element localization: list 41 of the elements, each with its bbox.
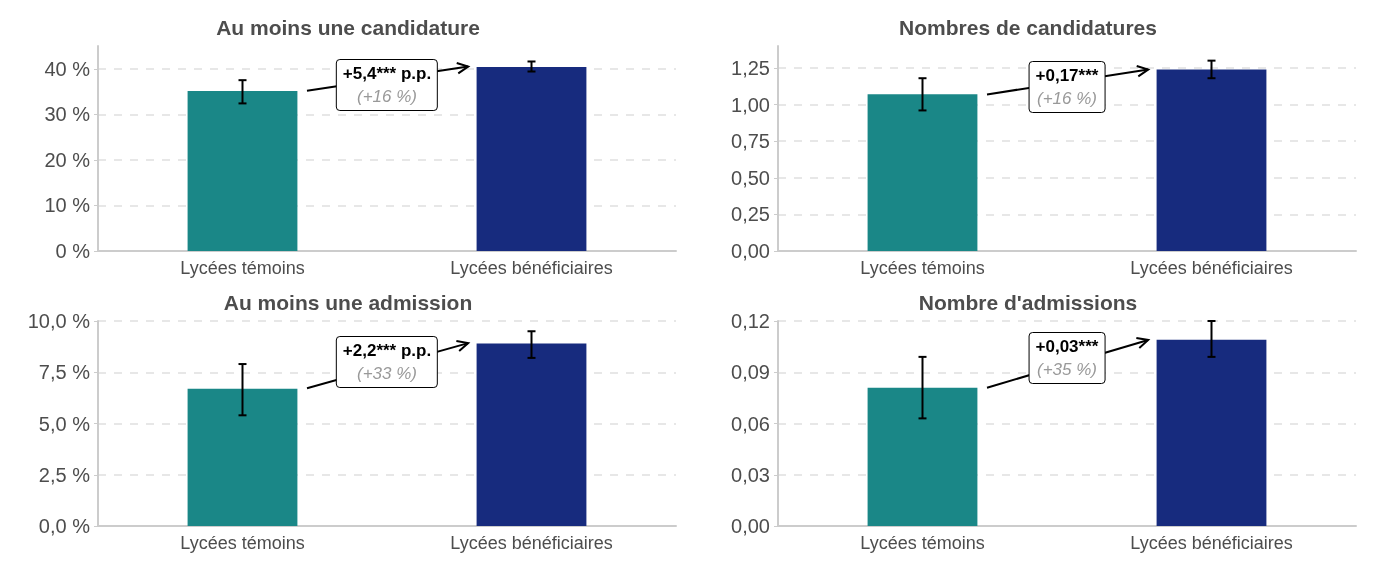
chart-title: Au moins une admission [223, 291, 473, 314]
y-tick-label: 0,00 [731, 240, 770, 262]
x-tick-label: Lycées témoins [180, 533, 305, 553]
y-tick-label: 0,50 [731, 166, 770, 189]
y-tick-label: 0,25 [731, 203, 770, 226]
x-tick-label: Lycées bénéficiaires [450, 258, 613, 278]
y-tick-label: 7,5 % [38, 361, 91, 384]
y-tick-label: 0,12 [731, 310, 770, 332]
annotation: (+16 %) [356, 85, 418, 108]
chart-title: Nombres de candidatures [899, 16, 1157, 39]
chart-title: Nombre d'admissions [918, 291, 1138, 314]
y-tick-label: 1,00 [731, 93, 770, 116]
x-tick-label: Lycées témoins [180, 258, 305, 278]
y-tick-label: 30 % [44, 103, 91, 126]
y-tick-label: 10,0 % [27, 310, 91, 332]
annotation: (+16 %) [1036, 88, 1098, 111]
y-tick-label: 40 % [44, 57, 91, 80]
y-tick-label: 20 % [44, 148, 91, 171]
y-tick-label: 5,0 % [38, 412, 91, 435]
y-tick-label: 0,09 [731, 361, 770, 384]
chart-title: Au moins une candidature [216, 16, 480, 39]
x-tick-label: Lycées bénéficiaires [450, 533, 613, 553]
annotation: +2,2*** p.p. [342, 339, 432, 362]
annotation: +0,17*** [1035, 65, 1099, 88]
y-tick-label: 0,75 [731, 130, 770, 153]
y-tick-label: 0,00 [731, 515, 770, 537]
annotation: +5,4*** p.p. [342, 62, 432, 85]
y-tick-label: 0,06 [731, 412, 770, 435]
y-tick-label: 0,0 % [38, 515, 91, 537]
annotation: (+33 %) [356, 362, 418, 385]
y-tick-label: 2,5 % [38, 463, 91, 486]
x-tick-label: Lycées bénéficiaires [1130, 258, 1293, 278]
y-tick-label: 10 % [44, 194, 91, 217]
x-tick-label: Lycées témoins [860, 533, 985, 553]
x-tick-label: Lycées témoins [860, 258, 985, 278]
x-tick-label: Lycées bénéficiaires [1130, 533, 1293, 553]
annotation: +0,03*** [1035, 335, 1099, 358]
annotation: (+35 %) [1036, 358, 1098, 381]
y-tick-label: 0 % [55, 240, 91, 262]
y-tick-label: 1,25 [731, 56, 770, 79]
y-tick-label: 0,03 [731, 463, 770, 486]
